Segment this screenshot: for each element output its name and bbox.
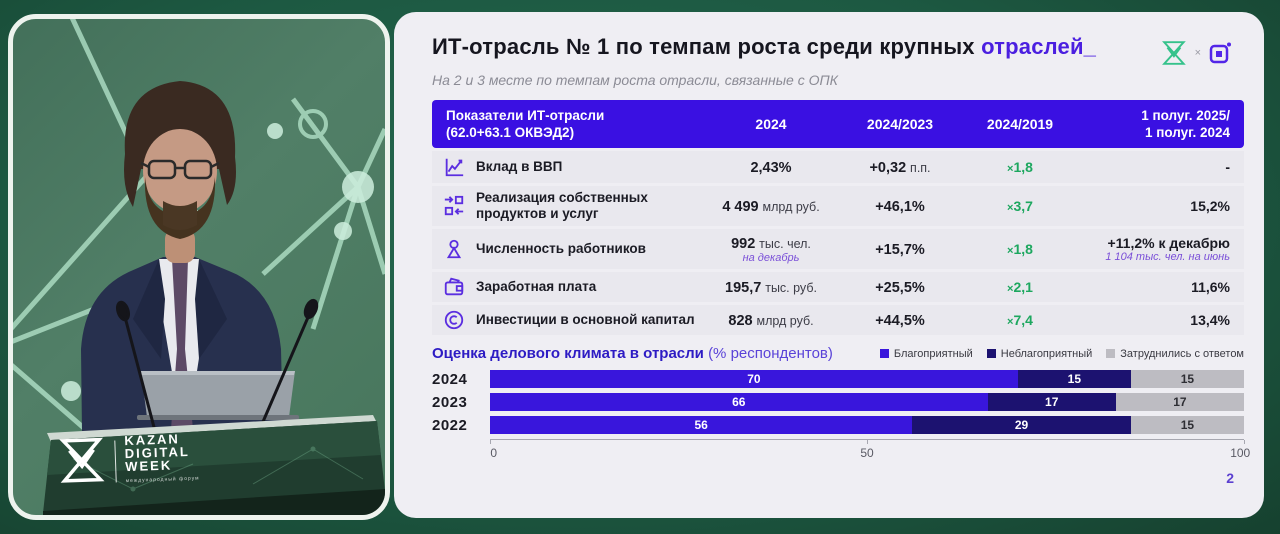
legend-unfavorable: Неблагоприятный [986,348,1092,360]
slide-title-accent: отраслей_ [981,34,1097,59]
header-2024-2019: 2024/2019 [986,116,1054,132]
podium-logo-divider [114,440,117,483]
kazan-digital-week-icon [1161,41,1186,65]
row-value: 2,43% [750,159,792,176]
wallet-icon [432,276,476,298]
chart-title: Оценка делового климата в отрасли (% рес… [432,345,833,362]
bar-row-2022: 2022 56 29 15 [432,416,1244,434]
segment-unfavorable: 29 [912,416,1131,434]
row-mult: ×1,8 [1007,241,1033,257]
slide-logos: × [1161,40,1232,66]
slide-title-main: ИТ-отрасль № 1 по темпам роста среди кру… [432,34,982,59]
row-growth: +15,7% [875,241,925,258]
header-2024: 2024 [755,116,787,132]
header-2024-2023: 2024/2023 [866,116,934,132]
business-climate-chart: 2024 70 15 15 2023 66 17 17 2022 56 29 1… [432,370,1250,460]
bar-row-2023: 2023 66 17 17 [432,393,1244,411]
table-row: Вклад в ВВП 2,43% +0,32 п.п. ×1,8 - [432,151,1244,183]
row-mult: ×2,1 [1007,279,1033,295]
bar-track: 56 29 15 [490,416,1244,434]
bar-track: 66 17 17 [490,393,1244,411]
mintsifry-icon [1209,42,1231,64]
podium [43,415,385,515]
slide-subtitle: На 2 и 3 месте по темпам роста отрасли, … [432,72,838,88]
bar-track: 70 15 15 [490,370,1244,388]
speaker-video-panel: KAZAN DIGITAL WEEK международный форум [8,14,390,520]
row-half: 15,2% [1190,198,1230,214]
row-value: 4 499 млрд руб. [722,198,820,215]
segment-undecided: 15 [1130,370,1244,388]
person-icon [432,238,476,260]
bar-year-label: 2023 [432,393,468,411]
presentation-slide: ИТ-отрасль № 1 по темпам роста среди кру… [394,12,1264,518]
legend-undecided: Затруднились с ответом [1106,348,1244,360]
legend-swatch-undecided [1106,349,1116,358]
header-indicators: Показатели ИТ-отрасли (62.0+63.1 ОКВЭД2) [446,108,605,140]
segment-favorable: 70 [490,370,1018,388]
legend-swatch-favorable [879,349,889,358]
table-row: Заработная плата 195,7 тыс. руб. +25,5% … [432,272,1244,302]
bar-year-label: 2024 [432,370,468,388]
kdw-logo-podium [59,437,105,483]
exchange-icon [432,195,476,217]
legend-swatch-unfavorable [986,349,996,358]
legend-favorable: Благоприятный [879,348,973,360]
row-half: - [1225,159,1230,175]
segment-unfavorable: 15 [1017,370,1131,388]
microphone-left [115,300,157,432]
row-label: Вклад в ВВП [476,159,563,174]
row-label: Численность работников [476,241,646,256]
row-label: Заработная плата [476,279,597,294]
chart-line-icon [432,156,476,178]
podium-event-title: KAZAN DIGITAL WEEK международный форум [124,431,200,489]
indicators-table: Показатели ИТ-отрасли (62.0+63.1 ОКВЭД2)… [432,100,1244,335]
table-row: Численность работников 992 тыс. чел. на д… [432,229,1244,269]
header-halfyear: 1 полуг. 2025/ 1 полуг. 2024 [1141,108,1230,140]
x-tick-100: 100 [1230,446,1251,460]
x-axis: 0 50 100 [432,439,1250,460]
page-number: 2 [1226,470,1234,486]
x-tick-0: 0 [490,446,498,460]
slide-title: ИТ-отрасль № 1 по темпам роста среди кру… [432,34,1096,60]
segment-favorable: 56 [490,416,913,434]
podium-branding: KAZAN DIGITAL WEEK международный форум [114,431,200,489]
row-growth: +0,32 п.п. [869,159,931,176]
table-header: Показатели ИТ-отрасли (62.0+63.1 ОКВЭД2)… [432,100,1244,148]
chart-legend: Благоприятный Неблагоприятный Затруднили… [879,348,1244,360]
row-value: 992 тыс. чел. на декабрь [731,235,811,264]
segment-undecided: 17 [1115,393,1244,411]
microphone-right [257,298,319,432]
table-row: Реализация собственных продуктов и услуг… [432,186,1244,226]
podium-tagline: международный форум [125,475,200,485]
coin-icon [432,309,476,331]
row-half: 11,6% [1191,279,1230,295]
row-growth: +25,5% [875,279,925,296]
row-label: Инвестиции в основной капитал [476,312,695,327]
laptop [137,371,299,420]
stage-backdrop [13,19,385,515]
row-growth: +44,5% [875,312,925,329]
bar-year-label: 2022 [432,416,468,434]
table-row: Инвестиции в основной капитал 828 млрд р… [432,305,1244,335]
row-label: Реализация собственных продуктов и услуг [476,190,648,221]
row-mult: ×1,8 [1007,159,1033,175]
row-mult: ×3,7 [1007,198,1033,214]
row-half: 13,4% [1190,312,1230,328]
row-mult: ×7,4 [1007,312,1033,328]
podium-title-line3: WEEK [124,457,173,475]
row-half: +11,2% к декабрю 1 104 тыс. чел. на июнь [1105,235,1230,263]
bar-row-2024: 2024 70 15 15 [432,370,1244,388]
segment-favorable: 66 [490,393,988,411]
segment-undecided: 15 [1130,416,1244,434]
x-tick-50: 50 [860,446,874,460]
segment-unfavorable: 17 [987,393,1116,411]
row-growth: +46,1% [875,198,925,215]
row-value: 195,7 тыс. руб. [725,279,817,296]
logo-separator: × [1194,47,1201,59]
row-value: 828 млрд руб. [728,312,814,329]
